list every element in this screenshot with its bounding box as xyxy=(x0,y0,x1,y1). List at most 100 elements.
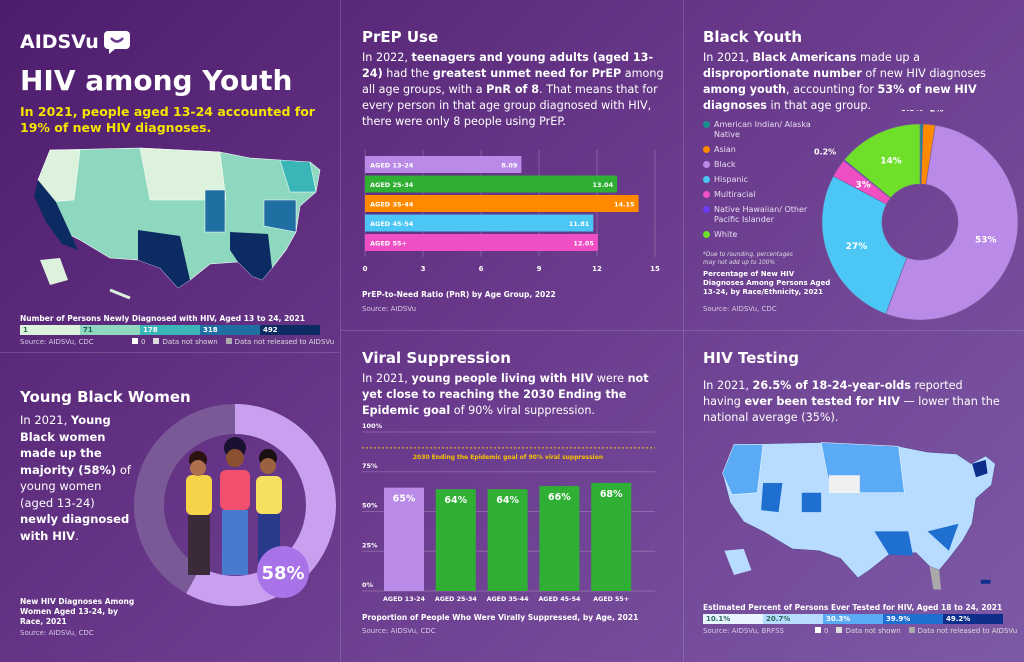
legend-swatch xyxy=(703,121,710,128)
legend-swatch xyxy=(703,206,710,213)
scale-bin: 1 xyxy=(20,325,80,335)
prep-bar-chart: 0 3 6 9 12 15 AGED 13-24 8.09 AGED 25-34 13.04 AGE… xyxy=(363,150,660,273)
scale-bin: 71 xyxy=(80,325,140,335)
goal-label: 2030 Ending the Epidemic goal of 90% vir… xyxy=(413,454,603,461)
viral-bar-chart: 0% 25% 50% 75% 100% 2030 Ending the Epidemic … xyxy=(362,422,655,603)
legend-item: Asian xyxy=(703,145,823,155)
legend-item: American Indian/ Alaska Native xyxy=(703,120,823,140)
bar xyxy=(591,482,632,591)
bar-value-label: 65% xyxy=(393,494,416,505)
scale-bin: 10.1% xyxy=(703,614,763,624)
youth-map-legend: 0 Data not shown Data not released to AI… xyxy=(132,338,334,346)
us-map-new-diagnoses xyxy=(34,147,321,300)
women-title: Young Black Women xyxy=(20,388,191,406)
bar-value-label: 13.04 xyxy=(593,181,614,189)
bar-value-label: 64% xyxy=(444,495,467,506)
legend-label: Native Hawaiian/ Other Pacific Islander xyxy=(714,205,808,224)
legend-item: White xyxy=(703,230,823,240)
scale-bin: 318 xyxy=(200,325,260,335)
scale-bin: 49.2% xyxy=(943,614,1003,624)
bar xyxy=(365,156,522,173)
y-tick-label: 100% xyxy=(362,422,383,430)
black-caption: Percentage of New HIV Diagnoses Among Pe… xyxy=(703,270,831,296)
x-tick-label: 3 xyxy=(421,265,426,273)
legend-item: Black xyxy=(703,160,823,170)
x-tick-label: AGED 13-24 xyxy=(383,596,426,603)
black-title: Black Youth xyxy=(703,28,803,46)
bar xyxy=(539,486,580,591)
testing-source: Source: AIDSVu, BRFSS xyxy=(703,627,784,635)
legend-label: Black xyxy=(714,160,736,169)
scale-bin: 178 xyxy=(140,325,200,335)
page-title: HIV among Youth xyxy=(20,64,293,97)
x-tick-label: AGED 45-54 xyxy=(538,596,581,603)
women-source: Source: AIDSVu, CDC xyxy=(20,629,94,637)
prep-caption: PrEP-to-Need Ratio (PnR) by Age Group, 2… xyxy=(362,290,556,299)
chat-bubble-logo-icon xyxy=(103,31,130,54)
testing-text: In 2021, 26.5% of 18-24-year-olds report… xyxy=(703,379,1000,424)
x-tick-label: 6 xyxy=(479,265,484,273)
y-tick-label: 0% xyxy=(362,581,374,589)
legend-swatch xyxy=(703,191,710,198)
bar-category-label: AGED 35-44 xyxy=(370,201,414,209)
bar-value-label: 11.81 xyxy=(569,220,590,228)
legend-label: Hispanic xyxy=(714,175,749,184)
x-tick-label: AGED 25-34 xyxy=(435,596,478,603)
slice-label: 0.5% xyxy=(901,110,923,113)
scale-bin: 39.9% xyxy=(883,614,943,624)
legend-item: Native Hawaiian/ Other Pacific Islander xyxy=(703,205,823,225)
badge-label: 58% xyxy=(261,563,304,584)
percent-badge xyxy=(257,546,309,598)
legend-swatch xyxy=(703,176,710,183)
bar xyxy=(435,489,476,591)
y-tick-label: 25% xyxy=(362,541,378,549)
bar xyxy=(365,195,639,212)
bar xyxy=(365,214,594,232)
testing-title: HIV Testing xyxy=(703,349,800,367)
bar xyxy=(365,175,618,193)
scale-bin: 30.3% xyxy=(823,614,883,624)
bar xyxy=(365,234,598,251)
testing-map-legend: 0 Data not shown Data not released to AI… xyxy=(815,627,1017,635)
viral-text: In 2021, young people living with HIV we… xyxy=(362,372,649,417)
y-tick-label: 75% xyxy=(362,462,378,470)
legend-item: Multiracial xyxy=(703,190,823,200)
slice-label: 3% xyxy=(856,181,871,191)
slice-label: 27% xyxy=(846,242,868,252)
youth-map-caption: Number of Persons Newly Diagnosed with H… xyxy=(20,314,305,323)
legend-swatch xyxy=(703,231,710,238)
youth-map-scale: 1 71 178 318 492 xyxy=(20,325,320,335)
scale-bin: 492 xyxy=(260,325,320,335)
donut-slice-black xyxy=(134,404,336,606)
bar-value-label: 12.05 xyxy=(573,240,594,248)
bar-category-label: AGED 45-54 xyxy=(370,220,414,228)
bar-value-label: 8.09 xyxy=(501,162,518,170)
bar-value-label: 66% xyxy=(548,492,571,503)
legend-swatch xyxy=(703,146,710,153)
black-text: In 2021, Black Americans made up a dispr… xyxy=(703,51,986,112)
legend-swatch xyxy=(703,161,710,168)
y-tick-label: 50% xyxy=(362,502,378,510)
women-donut-chart: 58% xyxy=(134,404,336,606)
women-caption: New HIV Diagnoses Among Women Aged 13-24… xyxy=(20,597,135,626)
legend-item: Hispanic xyxy=(703,175,823,185)
x-tick-label: AGED 35-44 xyxy=(487,596,530,603)
youth-source: Source: AIDSVu, CDC xyxy=(20,338,94,346)
donut-slice xyxy=(885,124,1019,321)
bar-category-label: AGED 13-24 xyxy=(370,162,414,170)
testing-map-scale: 10.1% 20.7% 30.3% 39.9% 49.2% xyxy=(703,614,1003,624)
viral-caption: Proportion of People Who Were Virally Su… xyxy=(362,613,639,622)
scale-bin: 20.7% xyxy=(763,614,823,624)
bar-category-label: AGED 25-34 xyxy=(370,181,414,189)
bar-category-label: AGED 55+ xyxy=(370,240,407,248)
viral-source: Source: AIDSVu, CDC xyxy=(362,627,436,635)
aidsvu-logo[interactable]: AIDSVu xyxy=(20,30,131,54)
us-map-tested xyxy=(722,442,996,590)
legend-label: Asian xyxy=(714,145,736,154)
prep-text: In 2022, teenagers and young adults (age… xyxy=(362,51,664,128)
slice-label: 0.2% xyxy=(814,147,836,156)
slice-label: 53% xyxy=(975,235,997,245)
viral-title: Viral Suppression xyxy=(362,349,511,367)
prep-title: PrEP Use xyxy=(362,28,439,46)
bar xyxy=(384,487,424,591)
